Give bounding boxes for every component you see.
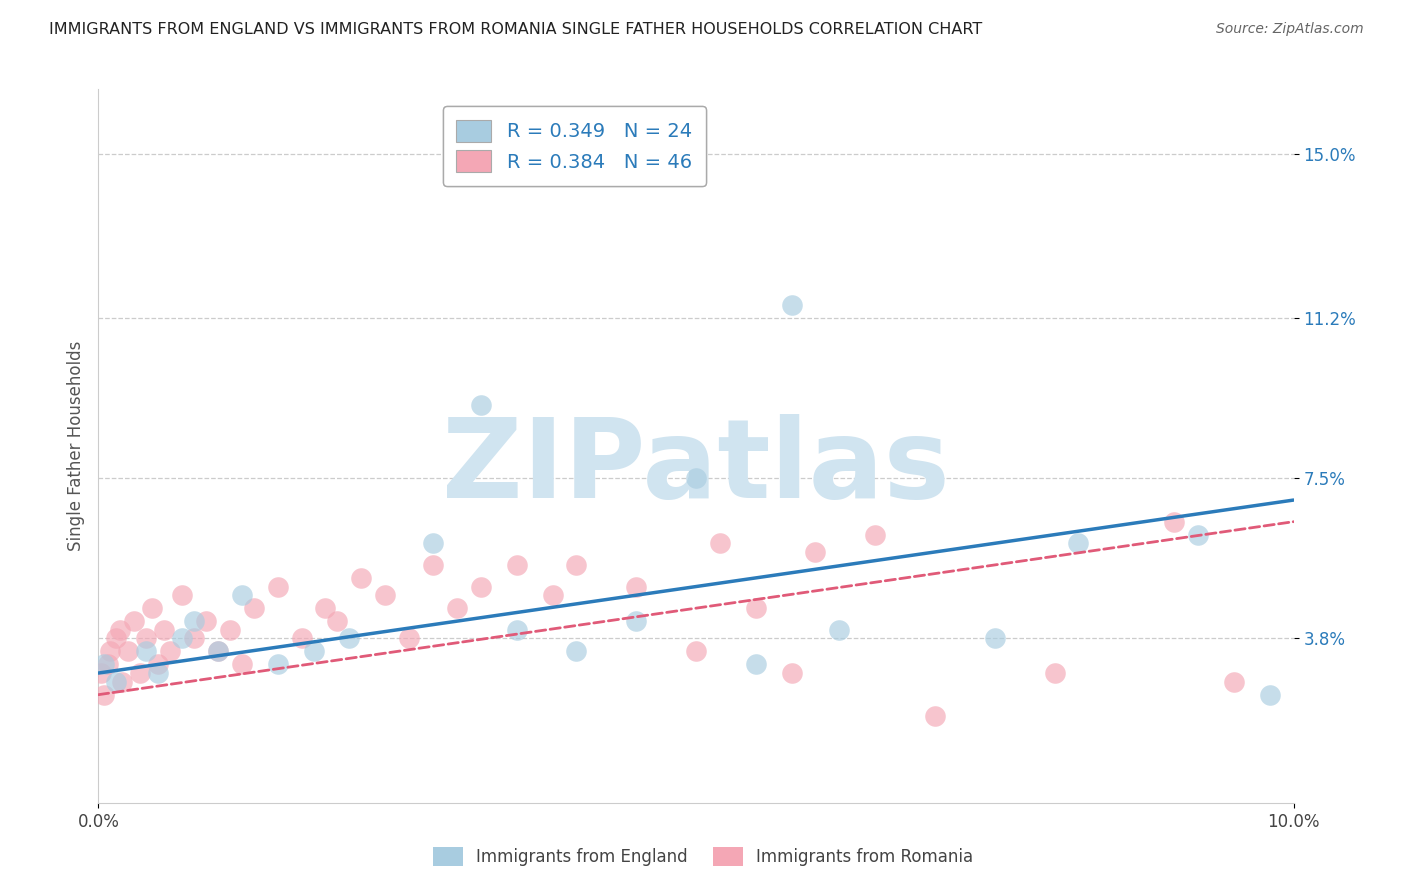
Point [195,614,218,628]
Point [231,588,253,602]
Point [1067,536,1090,550]
Point [153,623,176,637]
Point [111,674,134,689]
Point [117,644,139,658]
Point [398,632,420,646]
Text: ZIPatlas: ZIPatlas [441,414,950,521]
Y-axis label: Single Father Households: Single Father Households [66,341,84,551]
Point [780,666,803,681]
Point [124,614,146,628]
Point [159,644,181,658]
Point [804,545,827,559]
Point [422,536,444,550]
Point [98,644,122,658]
Point [135,644,157,658]
Point [90,666,112,681]
Point [422,558,444,572]
Point [183,632,205,646]
Point [129,666,152,681]
Point [267,580,290,594]
Point [828,623,851,637]
Point [108,623,131,637]
Point [172,588,194,602]
Point [267,657,290,672]
Point [709,536,731,550]
Point [315,601,337,615]
Point [326,614,349,628]
Point [865,527,887,541]
Point [1163,515,1185,529]
Point [1187,527,1209,541]
Point [685,471,707,485]
Text: IMMIGRANTS FROM ENGLAND VS IMMIGRANTS FROM ROMANIA SINGLE FATHER HOUSEHOLDS CORR: IMMIGRANTS FROM ENGLAND VS IMMIGRANTS FR… [49,22,983,37]
Point [506,623,529,637]
Point [172,632,194,646]
Point [183,614,205,628]
Point [446,601,468,615]
Point [541,588,564,602]
Point [924,709,946,723]
Point [565,558,588,572]
Point [93,657,115,672]
Point [374,588,396,602]
Point [470,398,492,412]
Point [231,657,253,672]
Point [745,657,768,672]
Point [1043,666,1066,681]
Legend: R = 0.349   N = 24, R = 0.384   N = 46: R = 0.349 N = 24, R = 0.384 N = 46 [443,106,706,186]
Legend: Immigrants from England, Immigrants from Romania: Immigrants from England, Immigrants from… [425,838,981,875]
Point [141,601,163,615]
Point [339,632,361,646]
Point [470,580,492,594]
Point [1258,688,1281,702]
Point [506,558,529,572]
Point [135,632,157,646]
Point [105,674,128,689]
Point [219,623,242,637]
Point [148,657,170,672]
Point [207,644,229,658]
Point [685,644,707,658]
Point [626,614,648,628]
Point [1223,674,1246,689]
Point [780,298,803,312]
Point [291,632,314,646]
Point [565,644,588,658]
Point [93,688,115,702]
Point [97,657,120,672]
Point [207,644,229,658]
Point [350,571,373,585]
Point [626,580,648,594]
Point [745,601,768,615]
Point [148,666,170,681]
Point [302,644,325,658]
Point [105,632,128,646]
Point [984,632,1007,646]
Point [243,601,266,615]
Text: Source: ZipAtlas.com: Source: ZipAtlas.com [1216,22,1364,37]
